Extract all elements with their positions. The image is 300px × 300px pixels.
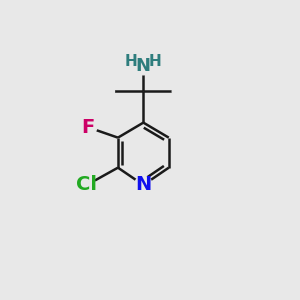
Circle shape	[78, 176, 95, 194]
Circle shape	[105, 87, 115, 96]
Text: Cl: Cl	[76, 176, 97, 194]
Text: F: F	[81, 118, 94, 137]
Text: N: N	[135, 176, 152, 194]
Text: N: N	[136, 57, 151, 75]
Circle shape	[135, 57, 152, 75]
Circle shape	[172, 87, 182, 96]
Text: H: H	[149, 54, 162, 69]
Circle shape	[135, 176, 152, 194]
Circle shape	[79, 118, 97, 136]
Text: H: H	[125, 54, 138, 69]
